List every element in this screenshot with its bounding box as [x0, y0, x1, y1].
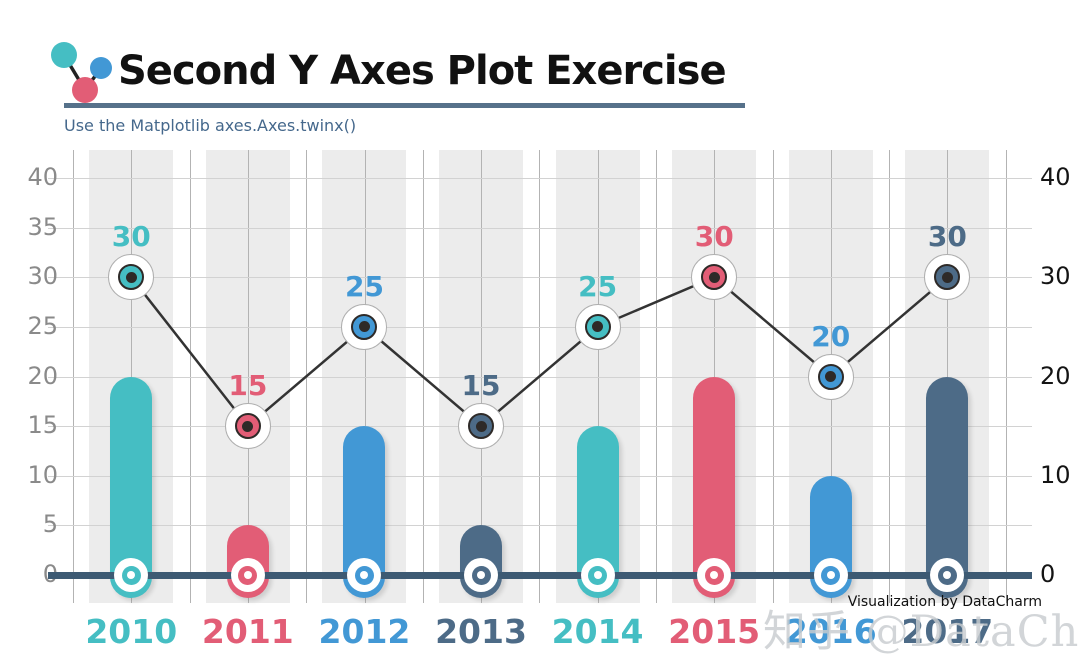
- zero-marker-ring: [471, 565, 491, 585]
- point-marker: [108, 254, 155, 301]
- x-tick-label: 2010: [85, 612, 178, 651]
- horizontal-gridline: [48, 426, 1032, 428]
- x-tick-label: 2015: [668, 612, 761, 651]
- horizontal-gridline: [48, 227, 1032, 229]
- point-marker-core: [592, 321, 604, 333]
- point-marker-ring: [584, 313, 611, 340]
- left-axis-tick-label: 5: [42, 510, 58, 539]
- zero-marker-ring: [937, 565, 957, 585]
- x-tick-label: 2014: [551, 612, 644, 651]
- horizontal-gridline: [48, 277, 1032, 279]
- right-axis-tick-label: 40: [1040, 163, 1071, 191]
- x-tick-label: 2013: [435, 612, 527, 651]
- point-marker-core: [125, 271, 137, 283]
- left-axis-tick-label: 20: [27, 361, 58, 390]
- logo-teal-dot: [51, 42, 77, 68]
- left-axis-tick-label: 25: [27, 311, 58, 340]
- point-marker: [574, 303, 621, 350]
- left-axis-tick-label: 10: [27, 460, 58, 489]
- logo-blue-dot: [90, 57, 112, 79]
- horizontal-gridline: [48, 178, 1032, 179]
- left-axis-tick-label: 35: [27, 212, 58, 241]
- x-tick-label: 2012: [318, 612, 411, 651]
- zero-marker: [813, 558, 848, 592]
- zero-marker: [347, 558, 382, 592]
- point-marker-ring: [234, 413, 261, 440]
- zero-marker-ring: [354, 565, 374, 585]
- point-marker-core: [475, 420, 487, 432]
- point-marker-core: [242, 420, 254, 432]
- point-marker-ring: [934, 264, 961, 291]
- zero-marker-ring: [121, 565, 141, 585]
- point-marker-ring: [351, 313, 378, 340]
- zero-marker-ring: [588, 565, 608, 585]
- point-value-label: 25: [578, 269, 618, 303]
- x-tick-label: 2017: [901, 612, 994, 651]
- point-marker-ring: [468, 413, 495, 440]
- point-marker-core: [941, 271, 953, 283]
- right-axis-tick-label: 20: [1040, 361, 1071, 390]
- point-marker-core: [825, 371, 837, 382]
- point-marker-ring: [118, 264, 145, 291]
- zero-marker-core: [943, 571, 952, 579]
- point-value-label: 30: [111, 220, 151, 254]
- point-marker-core: [358, 321, 370, 333]
- zero-marker-core: [360, 571, 369, 579]
- point-marker: [691, 254, 738, 301]
- zero-marker-core: [710, 571, 719, 579]
- title-underline: [64, 103, 745, 108]
- left-axis-tick-label: 30: [27, 262, 58, 291]
- x-tick-label: 2011: [201, 612, 294, 651]
- point-value-label: 15: [461, 369, 501, 403]
- zero-marker: [697, 558, 732, 592]
- point-value-label: 20: [811, 319, 851, 353]
- point-marker-ring: [817, 363, 844, 390]
- zero-marker: [930, 558, 965, 592]
- zero-marker-ring: [704, 565, 724, 585]
- x-tick-label: 2016: [784, 612, 877, 651]
- point-marker: [341, 303, 388, 350]
- zero-marker: [464, 558, 499, 592]
- point-marker: [224, 403, 271, 450]
- point-marker: [807, 353, 854, 400]
- zero-marker-core: [477, 571, 486, 579]
- molecule-icon: [51, 42, 112, 103]
- watermark-text: 知乎 @DataCharm: [763, 607, 1080, 657]
- zero-marker-core: [243, 571, 252, 579]
- zero-marker-ring: [238, 565, 258, 585]
- point-value-label: 30: [927, 220, 967, 254]
- zero-marker: [580, 558, 615, 592]
- horizontal-gridline: [48, 326, 1032, 328]
- point-value-label: 30: [694, 220, 734, 254]
- page-subtitle: Use the Matplotlib axes.Axes.twinx(): [64, 116, 357, 135]
- page-title: Second Y Axes Plot Exercise: [118, 48, 727, 94]
- zero-marker-core: [127, 571, 136, 579]
- zero-marker-core: [826, 571, 835, 579]
- zero-marker-core: [593, 571, 602, 579]
- right-axis-tick-label: 30: [1040, 262, 1071, 291]
- point-marker-ring: [701, 264, 728, 291]
- credit-text: Visualization by DataCharm: [847, 594, 1042, 610]
- left-axis-tick-label: 15: [27, 411, 58, 440]
- logo-red-dot: [72, 77, 98, 103]
- right-axis-tick-label: 0: [1040, 560, 1056, 588]
- point-value-label: 15: [228, 369, 268, 403]
- point-value-label: 25: [344, 269, 384, 303]
- zero-marker-ring: [821, 565, 841, 585]
- right-axis-tick-label: 10: [1040, 460, 1071, 489]
- zero-axis-line: [48, 571, 1032, 579]
- zero-marker: [230, 558, 265, 592]
- point-marker-core: [708, 271, 720, 283]
- horizontal-gridline: [48, 525, 1032, 527]
- point-marker: [924, 254, 971, 301]
- left-axis-tick-label: 40: [27, 163, 58, 191]
- zero-marker: [114, 558, 149, 592]
- horizontal-gridline: [48, 475, 1032, 477]
- point-marker: [458, 403, 505, 450]
